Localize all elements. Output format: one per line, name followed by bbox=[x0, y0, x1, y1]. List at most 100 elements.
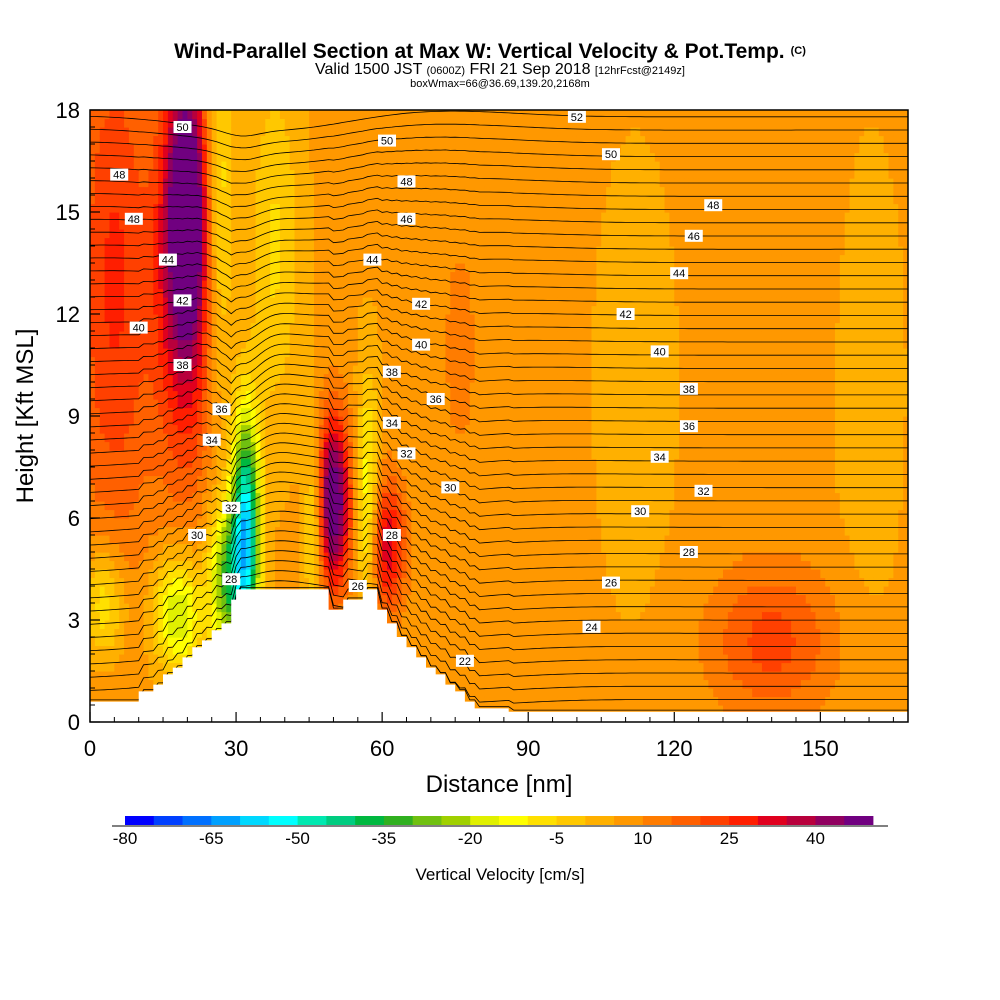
w-cell bbox=[240, 356, 247, 366]
w-cell bbox=[279, 144, 286, 154]
w-cell bbox=[158, 127, 164, 137]
w-cell bbox=[323, 288, 330, 298]
w-cell bbox=[104, 637, 111, 647]
w-cell bbox=[362, 407, 369, 417]
w-cell bbox=[416, 348, 422, 358]
w-cell bbox=[323, 569, 330, 579]
w-cell bbox=[197, 169, 203, 179]
w-cell bbox=[382, 603, 388, 613]
w-cell bbox=[158, 237, 164, 247]
w-cell bbox=[128, 628, 135, 638]
w-cell bbox=[416, 628, 422, 638]
w-cell bbox=[309, 543, 315, 553]
w-cell bbox=[138, 297, 145, 307]
w-cell bbox=[421, 118, 427, 128]
w-cell bbox=[377, 535, 383, 545]
w-cell bbox=[128, 569, 135, 579]
w-cell bbox=[148, 348, 154, 358]
w-cell bbox=[177, 178, 184, 188]
w-cell bbox=[255, 509, 262, 519]
w-cell bbox=[333, 475, 339, 485]
w-cell bbox=[352, 110, 359, 120]
w-cell bbox=[231, 229, 237, 239]
w-cell bbox=[163, 110, 169, 120]
w-cell bbox=[172, 373, 179, 383]
w-cell bbox=[240, 365, 247, 375]
w-cell bbox=[163, 577, 169, 587]
w-cell bbox=[255, 475, 262, 485]
w-cell bbox=[255, 263, 262, 273]
w-cell bbox=[275, 577, 281, 587]
w-cell bbox=[387, 288, 393, 298]
w-cell bbox=[387, 586, 393, 596]
w-cell bbox=[279, 467, 286, 477]
w-cell bbox=[333, 169, 339, 179]
w-cell bbox=[197, 212, 203, 222]
w-cell bbox=[348, 407, 354, 417]
w-cell bbox=[99, 543, 106, 553]
w-cell bbox=[148, 305, 154, 315]
w-cell bbox=[192, 603, 198, 613]
w-cell bbox=[279, 492, 286, 502]
w-cell bbox=[99, 322, 106, 332]
w-cell bbox=[377, 263, 383, 273]
w-cell bbox=[255, 518, 262, 528]
w-cell bbox=[391, 484, 398, 494]
w-cell bbox=[357, 305, 364, 315]
w-cell bbox=[352, 458, 359, 468]
w-cell bbox=[167, 407, 174, 417]
w-cell bbox=[289, 433, 296, 443]
w-cell bbox=[338, 390, 344, 400]
w-cell bbox=[372, 356, 378, 366]
w-cell bbox=[148, 127, 154, 137]
w-cell bbox=[133, 441, 140, 451]
w-cell bbox=[352, 518, 359, 528]
w-cell bbox=[401, 501, 408, 511]
w-cell bbox=[333, 467, 339, 477]
w-cell bbox=[265, 186, 271, 196]
w-cell bbox=[143, 509, 150, 519]
w-cell bbox=[396, 603, 403, 613]
w-cell bbox=[323, 458, 330, 468]
w-cell bbox=[401, 314, 408, 324]
w-cell bbox=[99, 365, 106, 375]
w-cell bbox=[299, 297, 305, 307]
w-cell bbox=[294, 484, 300, 494]
w-cell bbox=[313, 203, 320, 213]
w-cell bbox=[163, 662, 169, 672]
w-cell bbox=[114, 271, 120, 281]
w-cell bbox=[260, 135, 266, 145]
w-cell bbox=[304, 390, 310, 400]
w-cell bbox=[192, 254, 198, 264]
w-cell bbox=[240, 229, 247, 239]
w-cell bbox=[299, 305, 305, 315]
w-cell bbox=[99, 254, 106, 264]
w-cell bbox=[391, 186, 398, 196]
w-cell bbox=[104, 484, 111, 494]
w-cell bbox=[216, 373, 223, 383]
w-cell bbox=[231, 399, 237, 409]
w-cell bbox=[362, 135, 369, 145]
w-cell bbox=[148, 271, 154, 281]
w-cell bbox=[143, 577, 150, 587]
w-cell bbox=[182, 220, 188, 230]
w-cell bbox=[260, 433, 266, 443]
w-cell bbox=[265, 152, 271, 162]
w-cell bbox=[372, 135, 378, 145]
w-cell bbox=[294, 424, 300, 434]
w-cell bbox=[421, 586, 427, 596]
w-cell bbox=[236, 135, 242, 145]
w-cell bbox=[309, 288, 315, 298]
w-cell bbox=[236, 203, 242, 213]
w-cell bbox=[294, 382, 300, 392]
w-cell bbox=[221, 271, 227, 281]
w-cell bbox=[333, 254, 339, 264]
w-cell bbox=[163, 484, 169, 494]
w-cell bbox=[236, 458, 242, 468]
w-cell bbox=[401, 144, 408, 154]
w-cell bbox=[348, 339, 354, 349]
w-cell bbox=[421, 416, 427, 426]
w-cell bbox=[226, 220, 232, 230]
w-cell bbox=[172, 220, 179, 230]
w-cell bbox=[240, 552, 247, 562]
